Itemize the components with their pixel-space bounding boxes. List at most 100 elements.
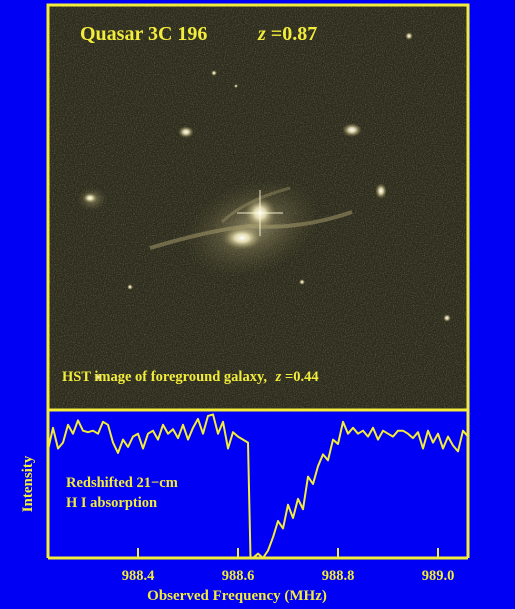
galaxy-nucleus xyxy=(222,226,262,250)
spectrum-point xyxy=(87,431,89,433)
spectrum-point xyxy=(352,427,354,429)
spectrum-point xyxy=(272,536,274,538)
spectrum-point xyxy=(92,430,94,432)
spectrum-point xyxy=(142,447,144,450)
x-axis-label: Observed Frequency (MHz) xyxy=(147,588,327,604)
caption-text: HST image of foreground galaxy, xyxy=(62,369,267,385)
spectrum-point xyxy=(357,433,359,435)
caption-z-value: =0.44 xyxy=(285,369,319,385)
spectrum-point xyxy=(202,433,204,435)
galaxy-arm xyxy=(149,210,353,250)
spectrum-point xyxy=(297,498,299,500)
spectrum-point xyxy=(212,413,214,415)
spectrum-point xyxy=(287,504,289,506)
spectrum-point xyxy=(72,433,74,435)
spectrum-point xyxy=(207,415,209,417)
spectrum-point xyxy=(442,447,444,450)
x-tick-label: 988.8 xyxy=(322,568,355,584)
image-caption: HST image of foreground galaxy, z =0.44 xyxy=(62,369,319,385)
spectrum-point xyxy=(307,476,309,478)
x-ticks: 988.4 988.6 988.8 989.0 xyxy=(122,548,455,584)
spectrum-point xyxy=(107,424,109,426)
spectrum-point xyxy=(137,433,139,435)
spectrum-point xyxy=(347,433,349,435)
spectrum-point xyxy=(242,439,244,441)
x-tick-label: 989.0 xyxy=(422,568,455,584)
spectrum-point xyxy=(392,436,394,438)
x-tick-label: 988.6 xyxy=(222,568,255,584)
star xyxy=(234,84,238,88)
spectrum-point xyxy=(117,452,119,454)
spectrum-point xyxy=(362,430,364,432)
spectrum-point xyxy=(62,442,64,444)
hst-image-panel: Quasar 3C 196 z =0.87 HST image of foreg… xyxy=(46,3,470,412)
spectrum-point xyxy=(102,421,104,423)
spectrum-point xyxy=(447,436,449,438)
spectrum-point xyxy=(427,430,429,432)
spectrum-point xyxy=(132,436,134,438)
spectrum-point xyxy=(412,437,414,439)
spectrum-point xyxy=(367,436,369,438)
spectrum-point xyxy=(317,465,319,467)
spectrum-point xyxy=(232,431,234,433)
spectrum-point xyxy=(222,421,224,423)
spectrum-point xyxy=(157,439,159,441)
spectrum-point xyxy=(372,427,374,429)
spectrum-point xyxy=(277,520,279,522)
spectrum-point xyxy=(417,431,419,433)
spectrum-point xyxy=(82,430,84,432)
star xyxy=(405,32,413,40)
spectrum-point xyxy=(112,442,114,444)
spectrum-point xyxy=(237,436,239,438)
spectrum-point xyxy=(67,424,69,426)
spectrum-point xyxy=(292,517,294,519)
spectrum-point xyxy=(152,430,154,432)
spectrum-point xyxy=(397,430,399,432)
spectrum-point xyxy=(217,433,219,435)
spectrum-point xyxy=(77,419,79,421)
spectrum-point xyxy=(97,433,99,435)
spectrum-point xyxy=(402,430,404,432)
spectrum-point xyxy=(302,508,304,510)
spectrum-point xyxy=(227,447,229,450)
spectrum-point xyxy=(147,433,149,435)
spectrum-point xyxy=(322,453,324,455)
spectrum-point xyxy=(192,427,194,429)
spectrum-point xyxy=(327,459,329,461)
spectrum-point xyxy=(257,553,259,555)
star xyxy=(443,314,451,322)
spectrum-point xyxy=(382,430,384,432)
title-z-value: =0.87 xyxy=(271,23,317,45)
spectrum-point xyxy=(57,447,59,450)
image-title: Quasar 3C 196 z =0.87 xyxy=(80,23,317,45)
star xyxy=(127,284,133,290)
spectrum-point xyxy=(437,433,439,435)
spectrum-point xyxy=(127,446,129,448)
spectrum-point xyxy=(462,430,464,432)
star xyxy=(375,183,387,199)
spectrum-point xyxy=(162,424,164,426)
spectrum-point xyxy=(167,433,169,435)
spectrum-point xyxy=(387,433,389,435)
caption-z-symbol: z xyxy=(275,369,282,385)
title-object: Quasar 3C 196 xyxy=(80,23,207,45)
quasar-and-foreground-galaxy xyxy=(149,178,353,278)
spectrum-line xyxy=(47,413,469,559)
spectrum-point xyxy=(267,550,269,552)
spectrum-point xyxy=(337,443,339,445)
absorption-label-line2: H I absorption xyxy=(66,495,157,511)
spectrum-point xyxy=(177,437,179,439)
star-field xyxy=(77,32,451,381)
star xyxy=(94,373,102,381)
x-tick-label: 988.4 xyxy=(122,568,155,584)
spectrum-plot: 988.4 988.6 988.8 989.0 Redshifted 21−cm H … xyxy=(20,408,470,604)
spectrum-point xyxy=(452,444,454,447)
spectrum-point xyxy=(187,439,189,441)
spectrum-point xyxy=(407,433,409,435)
spectrum-point xyxy=(332,439,334,441)
spectrum-point xyxy=(52,427,54,429)
absorption-label-line1: Redshifted 21−cm xyxy=(66,475,178,491)
spectrum-point xyxy=(342,421,344,423)
star xyxy=(178,126,194,138)
spectrum-point xyxy=(377,439,379,441)
